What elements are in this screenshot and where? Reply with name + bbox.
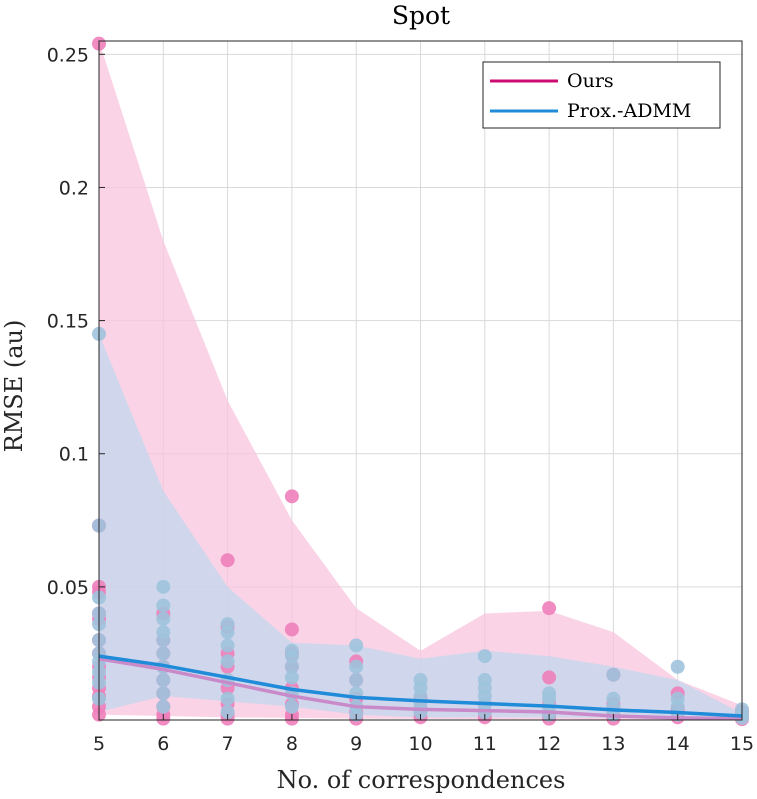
data-point-prox-admm xyxy=(349,673,364,688)
x-tick-label: 9 xyxy=(350,733,362,755)
line-prox-admm xyxy=(98,654,743,718)
x-tick-label: 8 xyxy=(286,733,298,755)
data-point-prox-admm xyxy=(606,667,621,682)
data-point-prox-admm xyxy=(156,673,171,688)
x-tick-label: 12 xyxy=(537,733,561,755)
line-ours xyxy=(98,657,743,721)
data-point-prox-admm xyxy=(156,579,171,594)
data-point-prox-admm xyxy=(156,633,171,648)
x-tick-label: 6 xyxy=(157,733,169,755)
x-tick-label: 15 xyxy=(730,733,754,755)
data-point-prox-admm xyxy=(284,649,299,664)
legend-label-prox-admm: Prox.-ADMM xyxy=(567,100,691,122)
series-lines xyxy=(98,654,743,721)
data-point-prox-admm xyxy=(284,670,299,685)
data-point-prox-admm xyxy=(284,659,299,674)
x-tick-label: 14 xyxy=(666,733,690,755)
data-point-prox-admm xyxy=(220,705,235,720)
data-point-prox-admm xyxy=(220,654,235,669)
legend-label-ours: Ours xyxy=(567,70,614,92)
data-point-prox-admm xyxy=(156,598,171,613)
y-tick-label: 0.05 xyxy=(47,577,89,599)
data-point-prox-admm xyxy=(349,638,364,653)
data-point-ours xyxy=(284,489,299,504)
data-point-prox-admm xyxy=(156,699,171,714)
data-point-prox-admm xyxy=(220,691,235,706)
y-tick-label: 0.15 xyxy=(47,311,89,333)
data-point-prox-admm xyxy=(156,686,171,701)
data-point-ours xyxy=(542,601,557,616)
data-point-prox-admm xyxy=(156,611,171,626)
y-tick-label: 0.1 xyxy=(59,444,89,466)
data-point-prox-admm xyxy=(220,638,235,653)
y-tick-label: 0.2 xyxy=(59,177,89,199)
band-ours xyxy=(99,41,742,720)
x-tick-label: 7 xyxy=(222,733,234,755)
data-point-ours xyxy=(220,553,235,568)
x-tick-label: 10 xyxy=(408,733,432,755)
data-point-prox-admm xyxy=(670,659,685,674)
data-point-prox-admm xyxy=(220,625,235,640)
data-point-prox-admm xyxy=(284,699,299,714)
chart-title: Spot xyxy=(392,1,450,30)
legend: Ours Prox.-ADMM xyxy=(482,61,721,129)
y-axis-label: RMSE (au) xyxy=(0,320,28,453)
data-point-ours xyxy=(542,670,557,685)
x-axis-label: No. of correspondences xyxy=(277,766,566,794)
y-axis-ticks: 0.05 0.1 0.15 0.2 0.25 xyxy=(47,44,105,599)
confidence-bands xyxy=(99,41,742,720)
data-point-ours xyxy=(284,622,299,637)
y-tick-label: 0.25 xyxy=(47,44,89,66)
data-point-prox-admm xyxy=(349,659,364,674)
x-axis-ticks: 5 6 7 8 9 10 11 12 13 14 15 xyxy=(93,714,754,755)
x-tick-label: 5 xyxy=(93,733,105,755)
band-prox-admm xyxy=(99,333,742,720)
x-tick-label: 11 xyxy=(473,733,497,755)
x-tick-label: 13 xyxy=(601,733,625,755)
legend-box xyxy=(482,61,721,129)
data-point-prox-admm xyxy=(477,649,492,664)
data-point-prox-admm xyxy=(156,646,171,661)
